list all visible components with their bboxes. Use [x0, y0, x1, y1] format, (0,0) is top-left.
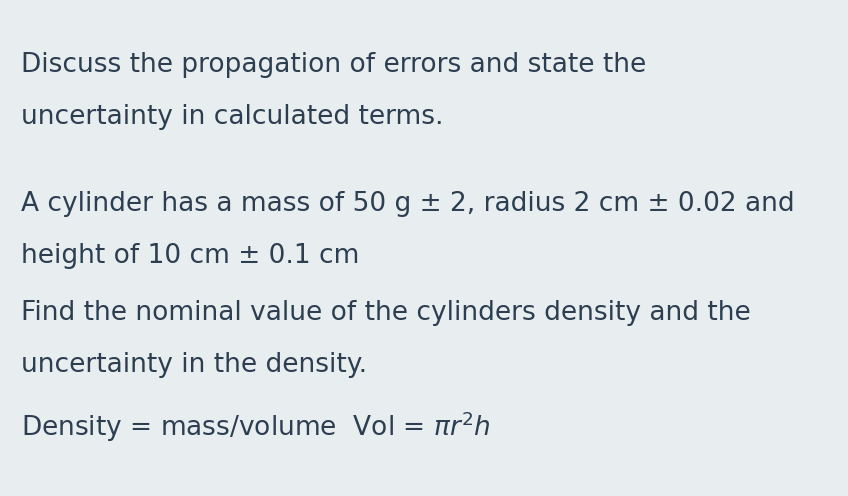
Text: A cylinder has a mass of 50 g ± 2, radius 2 cm ± 0.02 and: A cylinder has a mass of 50 g ± 2, radiu… [21, 191, 795, 217]
Text: uncertainty in the density.: uncertainty in the density. [21, 352, 367, 378]
Text: Find the nominal value of the cylinders density and the: Find the nominal value of the cylinders … [21, 300, 751, 326]
Text: uncertainty in calculated terms.: uncertainty in calculated terms. [21, 104, 444, 130]
Text: Discuss the propagation of errors and state the: Discuss the propagation of errors and st… [21, 52, 646, 78]
Text: height of 10 cm ± 0.1 cm: height of 10 cm ± 0.1 cm [21, 243, 360, 269]
Text: Density = mass/volume  Vol = $\pi r^2 h$: Density = mass/volume Vol = $\pi r^2 h$ [21, 409, 491, 444]
